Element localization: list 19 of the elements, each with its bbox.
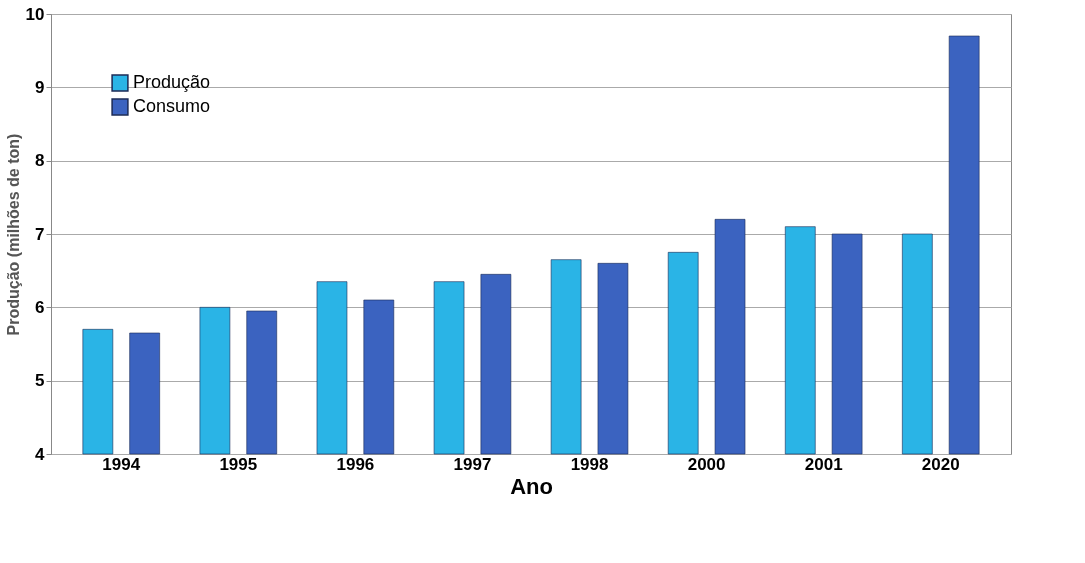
legend-label: Consumo xyxy=(133,96,211,116)
x-tick-label: 1997 xyxy=(453,454,492,474)
y-axis-title: Produção (milhões de ton) xyxy=(4,133,22,336)
y-tick-label: 8 xyxy=(35,151,45,171)
x-tick-label: 2001 xyxy=(804,454,843,474)
x-tick-label: 1996 xyxy=(336,454,375,474)
y-tick-label: 5 xyxy=(35,371,45,391)
y-tick-label: 10 xyxy=(25,4,45,24)
x-tick-label: 1995 xyxy=(219,454,258,474)
x-tick-label: 1998 xyxy=(570,454,609,474)
legend-label: Produção xyxy=(133,72,211,92)
x-tick-label: 2020 xyxy=(921,454,960,474)
y-tick-label: 9 xyxy=(35,77,45,97)
x-tick-label: 1994 xyxy=(102,454,141,474)
x-axis-title: Ano xyxy=(510,473,553,499)
x-tick-label: 2000 xyxy=(687,454,726,474)
y-tick-label: 4 xyxy=(35,444,46,464)
y-tick-label: 6 xyxy=(35,297,45,317)
y-tick-label: 7 xyxy=(35,224,45,244)
